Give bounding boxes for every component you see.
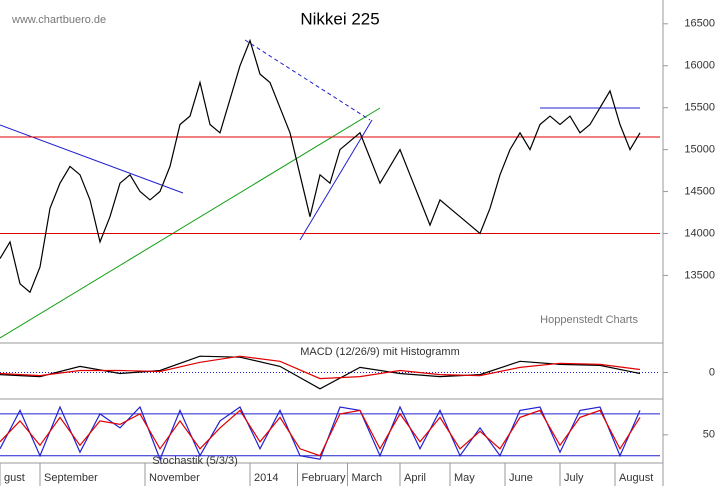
y-tick-label: 50 [703,429,715,441]
x-tick-label: September [44,472,98,484]
x-tick-label: March [352,472,383,484]
series-line [0,355,641,380]
series-line [0,409,641,457]
x-tick-label: April [404,472,426,484]
trend-line [244,39,371,121]
x-tick-label: gust [4,472,25,484]
x-tick-label: November [149,472,200,484]
trend-line [299,119,373,241]
x-tick-label: July [564,472,584,484]
series-line [0,355,641,390]
y-tick-label: 16000 [684,60,715,72]
y-tick-label: 15500 [684,102,715,114]
source: www.chartbuero.de [11,14,106,26]
y-tick-label: 14500 [684,185,715,197]
trend-line [0,124,184,194]
chart-title: Nikkei 225 [300,9,379,28]
x-tick-label: August [619,472,653,484]
y-tick-label: 13500 [684,269,715,281]
series-line [0,38,641,294]
y-tick-label: 14000 [684,227,715,239]
credit: Hoppenstedt Charts [540,314,638,326]
panel-title: MACD (12/26/9) mit Histogramm [300,346,460,358]
x-tick-label: May [454,472,475,484]
trend-line [0,107,381,339]
y-tick-label: 0 [709,366,715,378]
x-tick-label: 2014 [254,472,278,484]
x-tick-label: February [302,472,347,484]
series-line [0,405,641,461]
x-tick-label: June [509,472,533,484]
panel-title: Stochastik (5/3/3) [152,455,238,467]
y-tick-label: 16500 [684,18,715,30]
y-tick-label: 15000 [684,144,715,156]
